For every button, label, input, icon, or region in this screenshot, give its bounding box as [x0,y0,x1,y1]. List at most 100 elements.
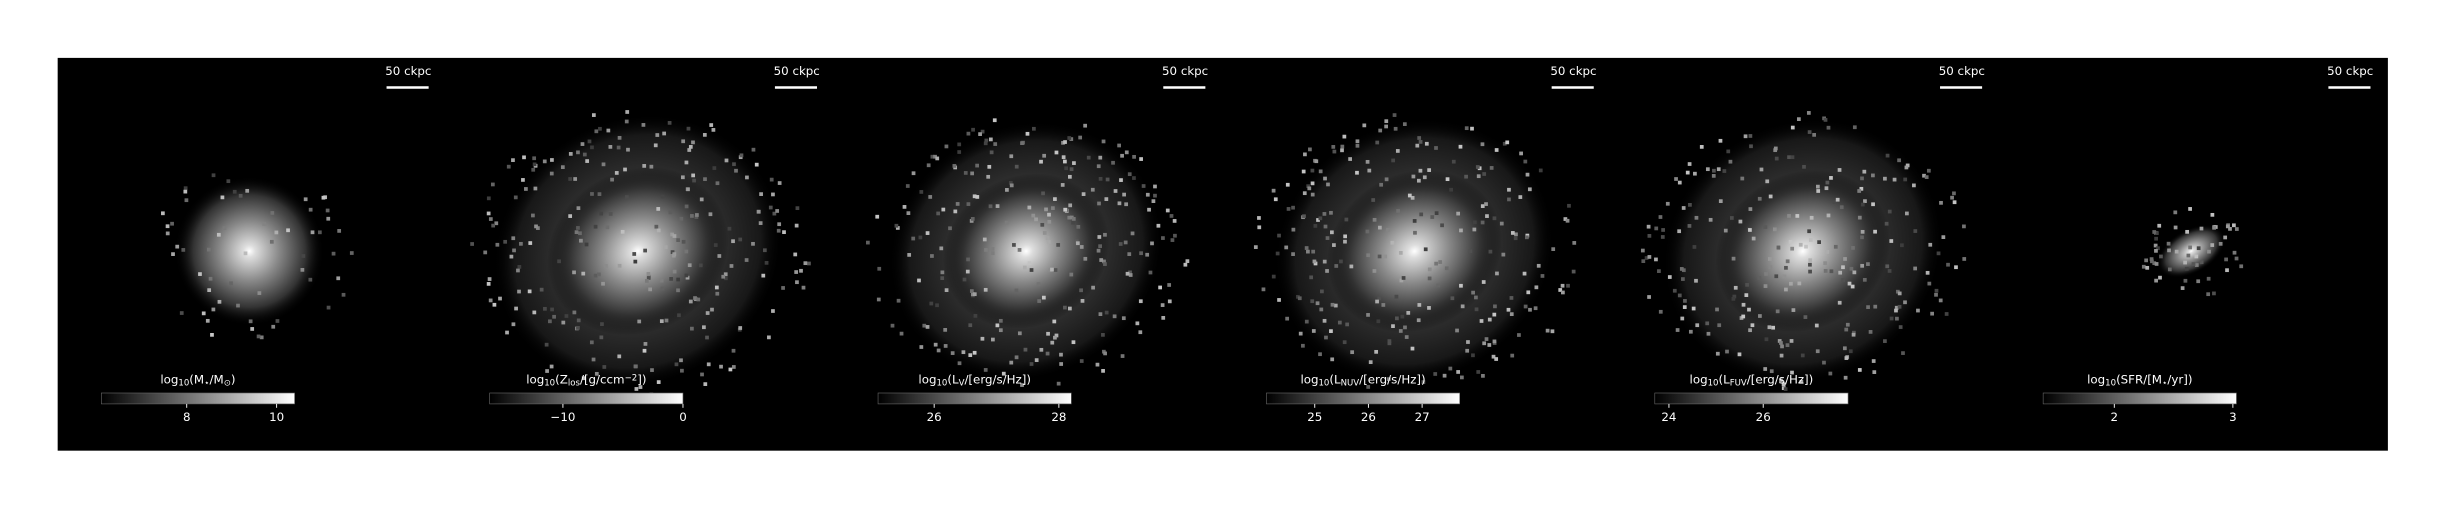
pixel [1665,201,1670,206]
pixel [617,135,622,140]
pixel [1885,153,1890,158]
pixel [1291,252,1295,256]
pixel [1866,262,1870,266]
pixel [1926,168,1931,173]
pixel [642,164,647,168]
pixel [1059,362,1064,366]
pixel [1857,368,1862,372]
pixel [1806,111,1811,115]
pixel [1014,164,1019,169]
pixel [1758,314,1762,318]
pixel [1366,253,1371,258]
pixel [1672,288,1677,293]
pixel [648,287,652,292]
pixel [684,204,689,209]
pixel [1894,308,1898,313]
pixel [591,113,596,117]
pixel [1733,285,1738,290]
pixel [521,178,525,182]
pixel [1922,173,1926,178]
label-part: /[erg/s/Hz]) [964,373,1031,387]
pixel [531,167,536,172]
pixel [1391,158,1396,163]
pixel [1962,224,1966,229]
label-part: log [2087,373,2105,387]
pixel [1017,248,1022,252]
pixel [599,335,604,340]
pixel [1413,230,1417,235]
pixel [679,358,683,363]
pixel [1952,200,1957,205]
pixel [1464,126,1469,131]
pixel [781,286,785,290]
pixel [1257,216,1261,220]
pixel [1507,197,1511,202]
pixel [890,323,895,328]
pixel [1020,383,1024,387]
pixel [1120,354,1125,358]
pixel [1312,259,1317,264]
pixel [771,192,775,197]
pixel [972,194,977,199]
pixel [1320,289,1324,294]
pixel [983,287,988,292]
pixel [1056,243,1061,247]
pixel [1466,340,1470,344]
pixel [2188,245,2192,250]
pixel [1682,305,1687,309]
pixel [1303,152,1307,157]
pixel [1071,217,1076,221]
pixel [1790,125,1795,130]
pixel [617,263,622,268]
pixel [962,277,967,282]
pixel [795,206,800,211]
pixel [957,150,962,154]
scale-label: 50 ckpc [2327,64,2373,78]
pixel [919,190,924,194]
pixel [672,269,677,274]
pixel [1751,236,1756,241]
pixel [1939,200,1943,205]
pixel [1465,348,1470,353]
pixel [222,226,227,230]
pixel [1715,351,1720,356]
colorbar-tick-label: 26 [1361,410,1376,424]
pixel [2196,246,2201,251]
pixel [576,318,581,323]
pixel [2152,230,2157,234]
pixel [634,387,639,391]
pixel [1063,207,1068,212]
pixel [655,133,660,137]
pixel [1481,280,1486,284]
pixel [511,236,516,241]
pixel [1362,123,1367,128]
pixel [1743,134,1748,139]
pixel [952,164,957,168]
pixel [1843,375,1848,380]
pixel [1472,227,1477,232]
pixel [2210,212,2215,217]
pixel [1375,299,1379,304]
pixel [1366,385,1371,389]
pixel [1406,311,1411,315]
pixel [1705,321,1710,326]
pixel [1518,195,1523,199]
pixel [1076,224,1081,229]
pixel [591,357,596,362]
label-part: (L [947,373,959,387]
pixel [1774,156,1779,161]
label-part: log [160,373,178,387]
pixel [310,230,315,235]
pixel [1560,283,1565,288]
label-part: ⋆ [2162,379,2167,389]
pixel [1768,257,1772,261]
pixel [1718,199,1723,203]
pixel [208,276,213,281]
pixel [687,263,692,268]
pixel [1374,349,1379,354]
pixel [988,137,993,142]
pixel [1135,321,1140,326]
pixel [1365,229,1370,234]
pixel [632,252,637,256]
